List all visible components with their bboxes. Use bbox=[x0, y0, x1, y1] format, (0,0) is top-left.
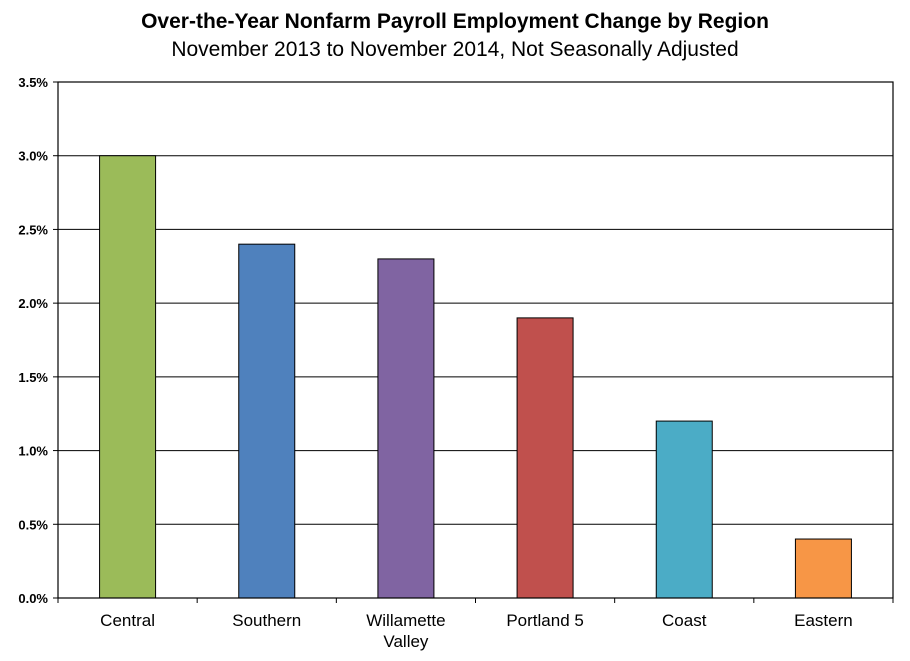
bar-5 bbox=[655, 420, 713, 599]
category-label: Central bbox=[100, 611, 155, 630]
bar-4 bbox=[516, 317, 574, 599]
y-tick-label: 2.0% bbox=[18, 296, 48, 311]
y-tick-label: 2.5% bbox=[18, 222, 48, 237]
bar-1 bbox=[99, 155, 157, 599]
bar-6 bbox=[794, 538, 852, 599]
bar-3 bbox=[377, 258, 435, 599]
bar-2 bbox=[238, 243, 296, 599]
category-label: Willamette Valley bbox=[366, 611, 445, 651]
category-label: Eastern bbox=[794, 611, 853, 630]
y-tick-label: 0.0% bbox=[18, 591, 48, 606]
category-label: Coast bbox=[662, 611, 707, 630]
plot-frame bbox=[57, 81, 894, 599]
plot-area bbox=[58, 82, 893, 598]
y-tick-label: 1.5% bbox=[18, 370, 48, 385]
category-label: Southern bbox=[232, 611, 301, 630]
y-tick-label: 1.0% bbox=[18, 444, 48, 459]
chart-title: Over-the-Year Nonfarm Payroll Employment… bbox=[141, 10, 769, 33]
y-tick-label: 0.5% bbox=[18, 517, 48, 532]
chart-subtitle: November 2013 to November 2014, Not Seas… bbox=[171, 38, 739, 61]
category-label: Portland 5 bbox=[506, 611, 584, 630]
y-tick-label: 3.5% bbox=[18, 75, 48, 90]
y-tick-label: 3.0% bbox=[18, 149, 48, 164]
